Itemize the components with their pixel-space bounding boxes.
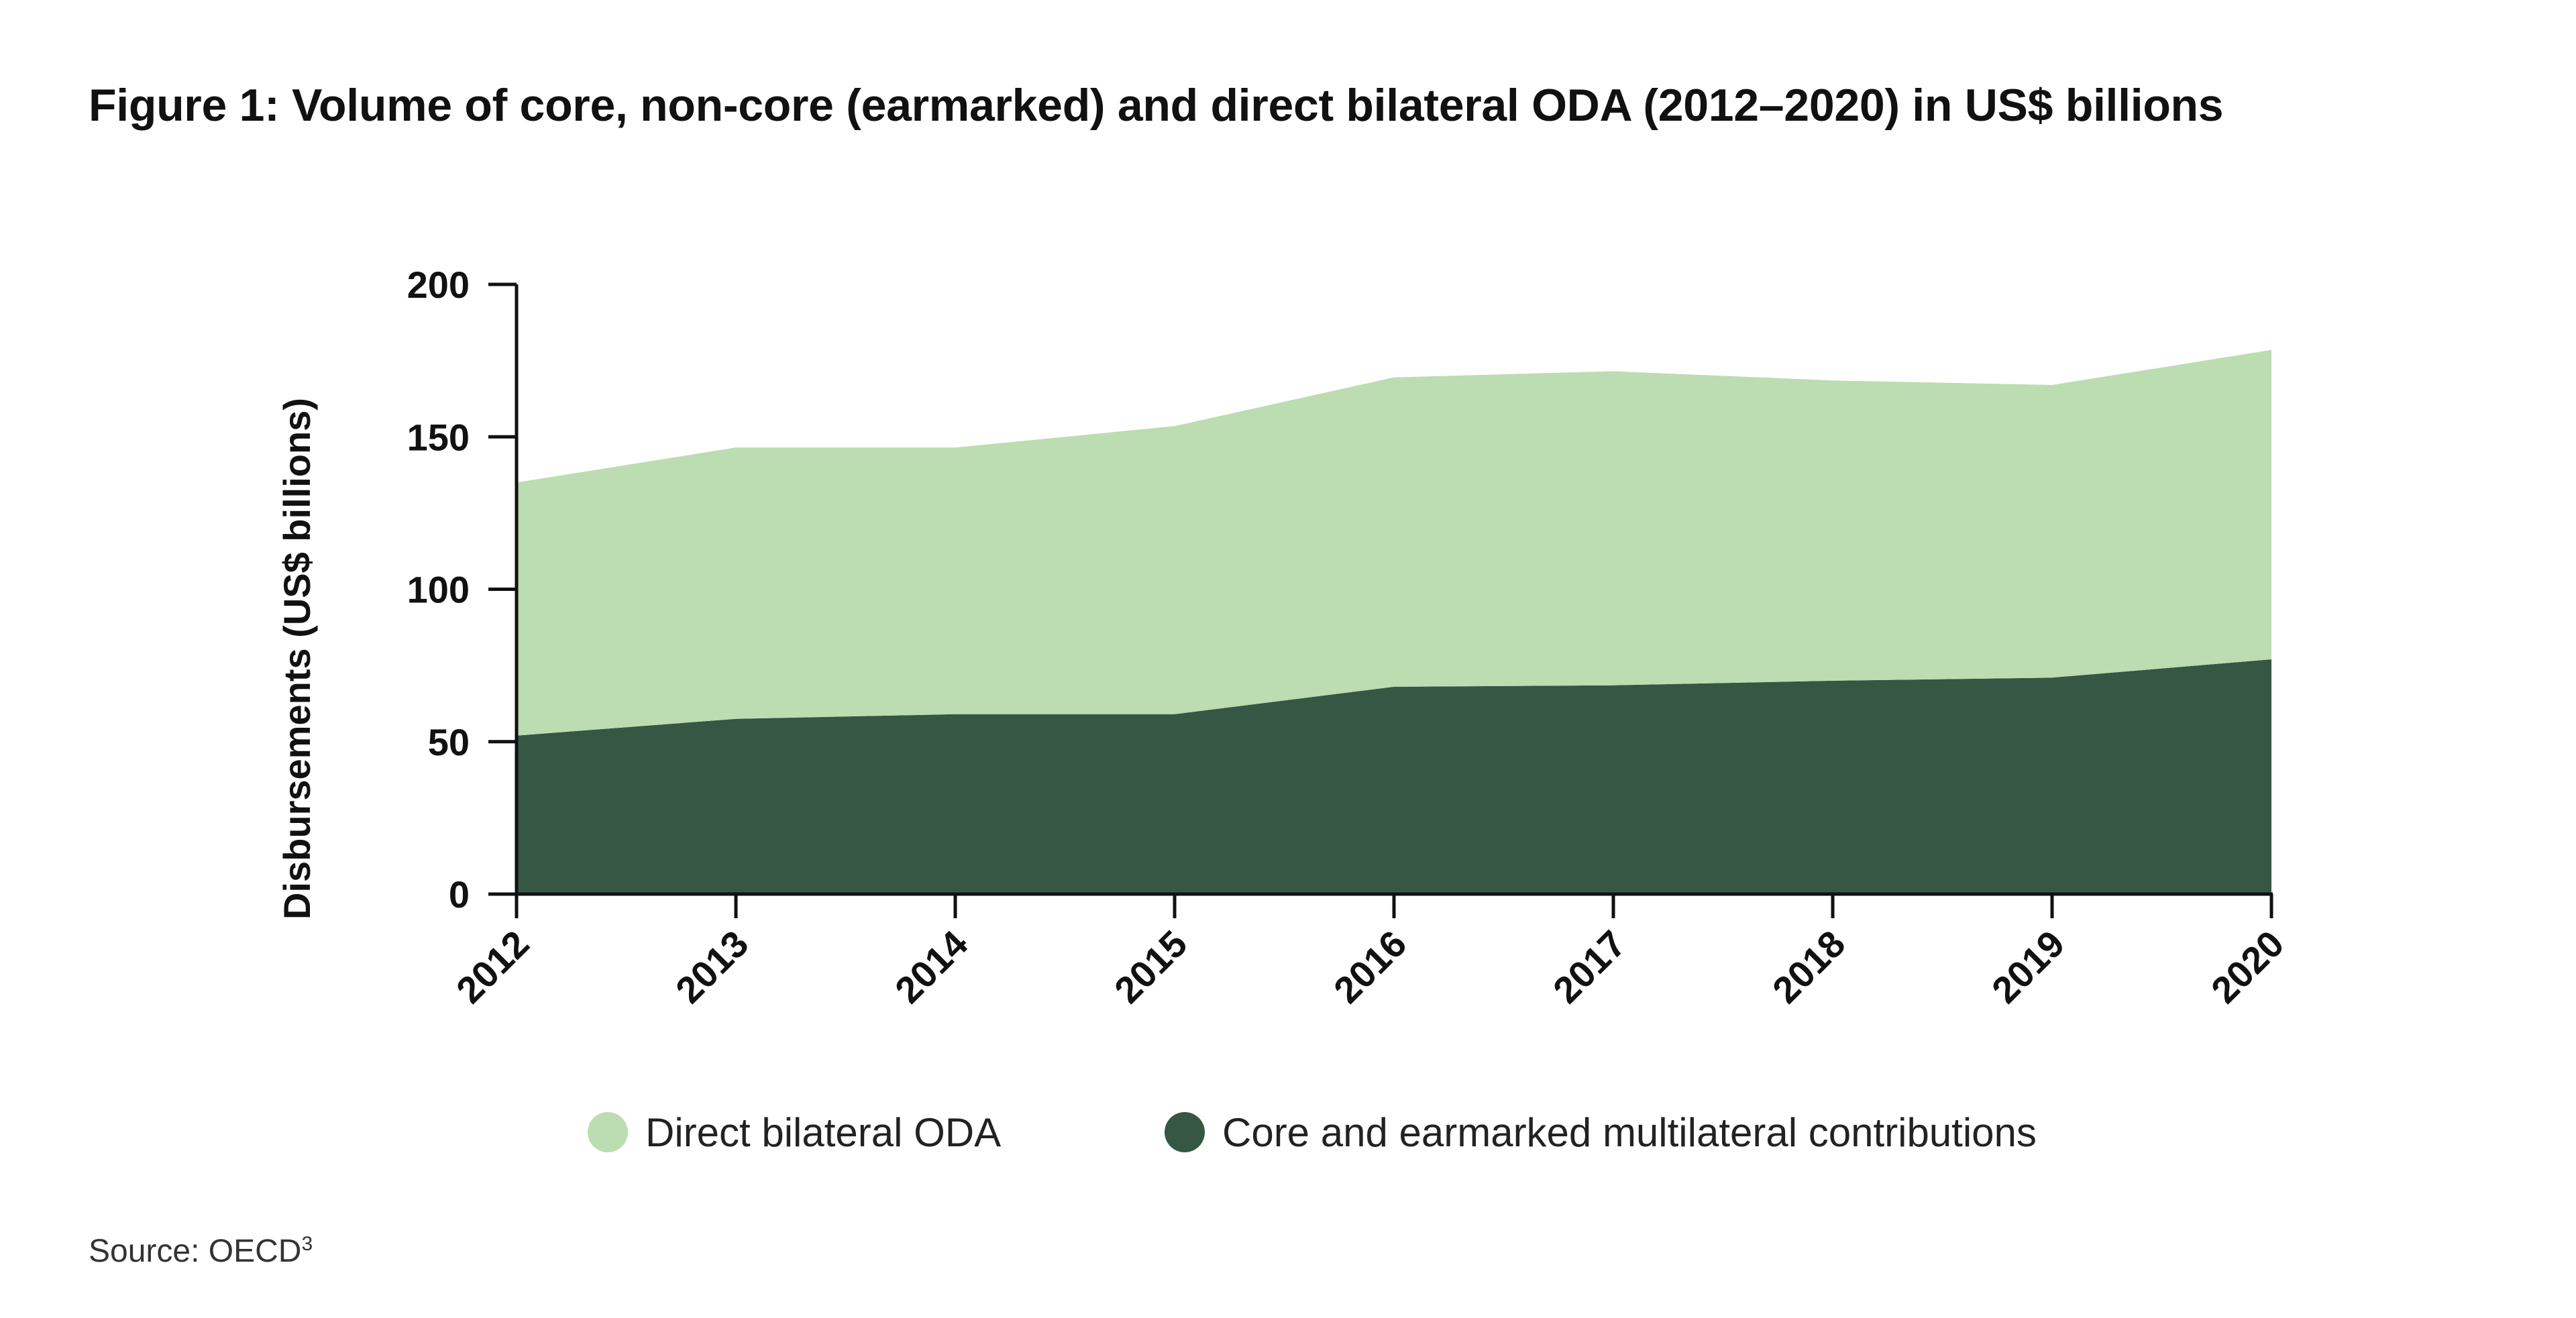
- area-layer: [517, 349, 2271, 894]
- x-tick-label: 2017: [1545, 922, 1634, 1011]
- source-note: Source: OECD3: [89, 1233, 313, 1270]
- x-tick-label: 2016: [1326, 922, 1415, 1011]
- legend-label: Core and earmarked multilateral contribu…: [1222, 1110, 2037, 1155]
- y-tick-label: 100: [407, 569, 470, 611]
- x-tick-label: 2013: [667, 922, 757, 1011]
- chart-title: Figure 1: Volume of core, non-core (earm…: [89, 80, 2224, 131]
- source-text: Source: OECD: [89, 1233, 302, 1269]
- x-tick-label: 2012: [448, 922, 537, 1011]
- y-tick-label: 150: [407, 416, 470, 458]
- area-direct-bilateral-oda: [517, 349, 2271, 736]
- x-tick-label: 2019: [1984, 922, 2073, 1011]
- x-tick-label: 2018: [1764, 922, 1854, 1011]
- x-tick-label: 2015: [1106, 922, 1195, 1011]
- legend-swatch: [588, 1112, 628, 1152]
- x-tick-label: 2020: [2203, 922, 2292, 1011]
- y-tick-label: 0: [449, 873, 470, 916]
- area-core-and-earmarked-multilateral-contributions: [517, 659, 2271, 894]
- legend-swatch: [1165, 1112, 1205, 1152]
- y-tick-label: 50: [428, 721, 470, 763]
- y-axis-title: Disbursements (US$ billions): [276, 398, 318, 920]
- legend-label: Direct bilateral ODA: [645, 1110, 1001, 1155]
- source-footnote: 3: [301, 1233, 313, 1255]
- legend: Direct bilateral ODA Core and earmarked m…: [588, 1110, 2037, 1155]
- x-tick-label: 2014: [887, 922, 976, 1011]
- y-tick-label: 200: [407, 264, 470, 306]
